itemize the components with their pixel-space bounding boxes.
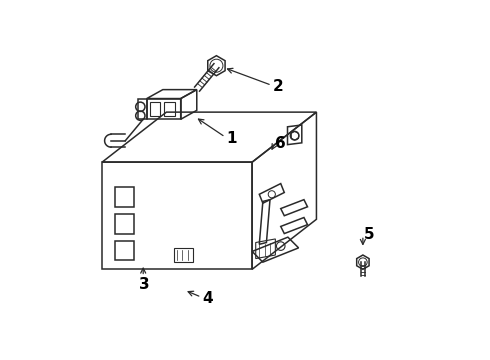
Text: 5: 5 bbox=[364, 227, 374, 242]
Text: 4: 4 bbox=[202, 291, 213, 306]
Text: 1: 1 bbox=[226, 131, 237, 146]
Text: 2: 2 bbox=[273, 79, 284, 94]
Text: 6: 6 bbox=[275, 136, 286, 151]
Text: 3: 3 bbox=[139, 277, 149, 292]
